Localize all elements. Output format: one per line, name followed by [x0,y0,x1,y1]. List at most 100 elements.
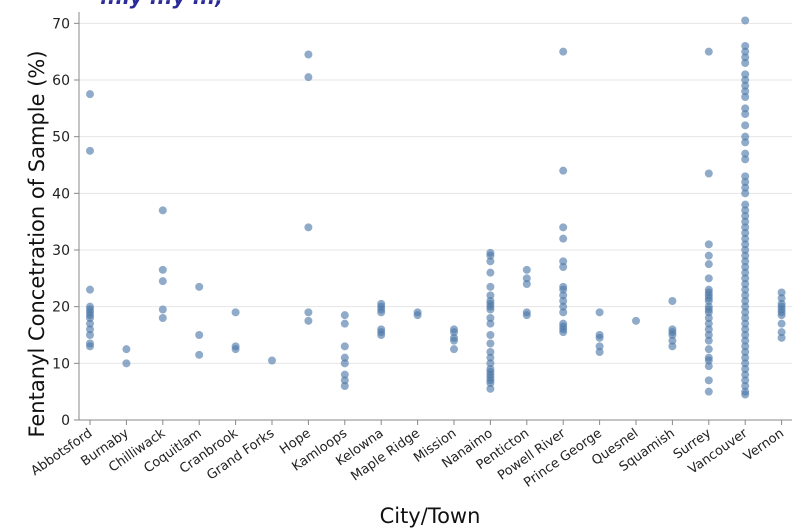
data-point [741,263,750,271]
data-point [777,311,786,320]
data-point [486,359,495,368]
data-point [741,353,750,362]
data-point [704,356,713,365]
data-point [741,138,750,147]
data-point [741,240,750,249]
data-point [741,172,750,181]
gridlines [79,22,792,421]
data-point [486,282,495,291]
y-tick-label: 70 [52,16,70,32]
data-point [741,246,750,254]
data-point [486,348,495,356]
data-point [231,308,240,317]
data-point [741,200,750,209]
data-point [741,376,750,385]
data-point [559,223,568,232]
data-point [741,59,750,67]
data-point [522,265,531,274]
data-point [559,47,568,56]
data-point [741,42,750,50]
data-point [741,155,750,164]
data-point [195,350,204,359]
data-point [559,328,568,337]
data-point [741,365,750,373]
data-point [86,146,94,155]
data-point [86,325,94,334]
data-point [195,331,204,339]
data-point [668,297,677,305]
data-point [741,104,750,113]
data-point [486,379,495,388]
data-point [304,316,313,325]
x-axis: AbbotsfordBurnabyChilliwackCoquitlamCran… [28,419,792,491]
data-point [340,311,349,320]
data-point [486,319,495,328]
data-point [486,291,495,300]
data-point [595,342,604,351]
data-point [304,308,313,317]
data-point [741,325,750,334]
data-point [340,342,349,351]
data-point [741,268,750,277]
data-point [741,390,750,399]
data-point [486,331,495,339]
data-point [86,331,94,339]
data-point [86,90,94,99]
y-tick-label: 40 [52,186,70,202]
data-point [741,229,750,237]
data-point [704,260,713,269]
data-point [741,217,750,226]
data-point [704,169,713,178]
data-point [741,308,750,317]
y-tick-label: 60 [52,73,70,89]
data-point [741,370,750,379]
data-point [704,47,713,56]
data-point [559,297,568,305]
data-point [741,70,750,79]
data-point [741,382,750,390]
data-point [741,280,750,288]
data-point [486,314,495,322]
data-point [741,274,750,283]
data-point [704,297,713,305]
y-tick-label: 0 [61,413,70,429]
data-point [158,314,167,322]
data-point [741,206,750,215]
data-point [704,308,713,317]
data-point [741,285,750,294]
y-axis-title: Fentanyl Concetration of Sample (%) [25,50,49,437]
data-point [486,353,495,362]
data-point [158,206,167,215]
data-point [158,305,167,314]
data-point [741,331,750,339]
y-tick-label: 50 [52,130,70,146]
data-point [340,370,349,379]
data-point [522,274,531,283]
data-point [304,50,313,59]
data-point [559,257,568,266]
data-point [704,240,713,249]
data-point [340,319,349,328]
data-point [741,121,750,130]
data-point [777,328,786,337]
data-point [450,328,458,337]
data-point [158,265,167,274]
data-point [741,212,750,220]
data-point [122,345,131,354]
data-point [559,291,568,300]
data-point [741,251,750,260]
data-point [304,73,313,82]
data-point [741,359,750,368]
data-points [86,16,786,399]
data-point [340,382,349,390]
data-point [559,285,568,294]
data-point [741,16,750,25]
data-point [559,263,568,271]
data-point [668,336,677,345]
data-point [704,274,713,283]
data-point [704,376,713,385]
data-point [741,297,750,305]
data-point [741,348,750,356]
data-point [668,342,677,351]
data-point [741,53,750,62]
